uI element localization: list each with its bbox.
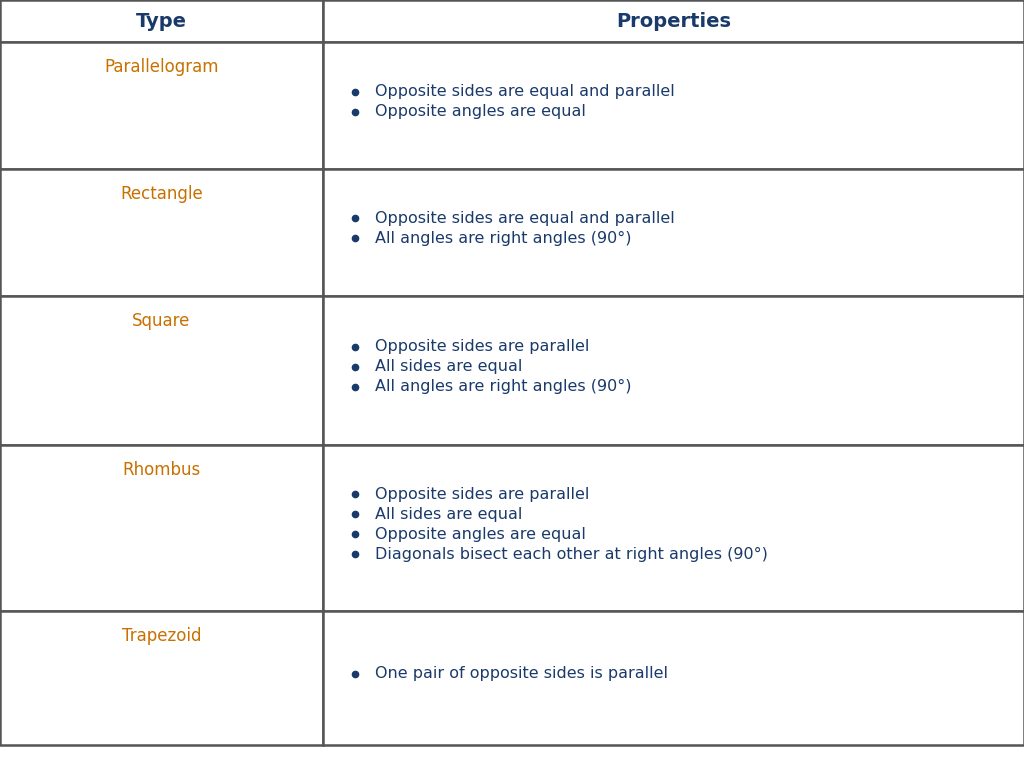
Text: Opposite sides are parallel: Opposite sides are parallel [375, 339, 589, 354]
Text: Opposite angles are equal: Opposite angles are equal [375, 104, 586, 119]
Bar [0, 42, 323, 169]
Text: Rectangle: Rectangle [120, 185, 203, 203]
Bar [0, 0, 323, 42]
Text: All sides are equal: All sides are equal [375, 507, 522, 521]
Text: Opposite sides are equal and parallel: Opposite sides are equal and parallel [375, 211, 675, 226]
Bar [96, 316, 226, 445]
Text: All angles are right angles (90°): All angles are right angles (90°) [375, 379, 631, 394]
Text: Trapezoid: Trapezoid [122, 627, 201, 644]
Bar [323, 445, 1024, 611]
Bar [323, 42, 1024, 169]
Bar [61, 197, 261, 287]
Bar [323, 169, 1024, 296]
Bar [0, 445, 323, 611]
Bar [323, 611, 1024, 745]
Text: Diagonals bisect each other at right angles (90°): Diagonals bisect each other at right ang… [375, 547, 767, 561]
Text: Opposite sides are parallel: Opposite sides are parallel [375, 486, 589, 502]
Text: Square: Square [132, 312, 190, 329]
Text: Type: Type [136, 12, 186, 31]
Text: All sides are equal: All sides are equal [375, 359, 522, 374]
Bar [0, 296, 323, 445]
Text: Opposite angles are equal: Opposite angles are equal [375, 527, 586, 541]
Bar [323, 0, 1024, 42]
Text: All angles are right angles (90°): All angles are right angles (90°) [375, 231, 631, 246]
Text: One pair of opposite sides is parallel: One pair of opposite sides is parallel [375, 667, 668, 681]
Text: Opposite sides are equal and parallel: Opposite sides are equal and parallel [375, 84, 675, 99]
Bar [0, 611, 323, 745]
Text: Rhombus: Rhombus [122, 462, 201, 479]
Bar [323, 296, 1024, 445]
Text: Parallelogram: Parallelogram [104, 58, 218, 76]
Bar [0, 169, 323, 296]
Text: Properties: Properties [615, 12, 731, 31]
